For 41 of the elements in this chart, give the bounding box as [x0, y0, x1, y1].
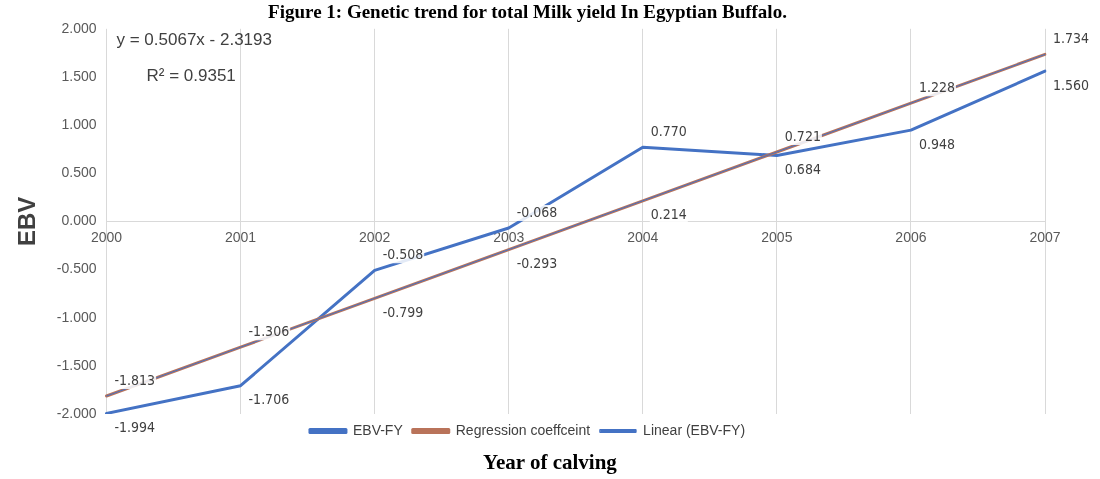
data-label: 1.560 [1053, 76, 1090, 93]
y-tick-label: -1.500 [56, 356, 97, 373]
x-tick-label: 2004 [627, 228, 659, 245]
data-label: 0.684 [784, 161, 821, 178]
data-label: 0.214 [650, 206, 687, 223]
data-label: 0.770 [650, 122, 687, 139]
x-tick-label: 2005 [761, 228, 793, 245]
y-tick-label: 2.000 [61, 19, 97, 36]
data-label: -0.068 [516, 203, 558, 220]
annotation: R² = 0.9351 [146, 66, 236, 86]
x-tick-label: 2001 [224, 228, 257, 245]
data-label: -1.813 [114, 371, 156, 388]
chart-title: Figure 1: Genetic trend for total Milk yield In Egyptian Buffalo. [268, 1, 787, 23]
legend-label: Linear (EBV-FY) [643, 421, 746, 438]
data-label: 1.734 [1053, 30, 1090, 47]
x-tick-label: 2006 [895, 228, 927, 245]
y-tick-label: 1.000 [61, 115, 97, 132]
x-axis-title: Year of calving [482, 450, 618, 475]
y-tick-label: -0.500 [56, 260, 97, 277]
y-axis-title: EBV [13, 196, 41, 247]
y-tick-label: -1.000 [56, 308, 97, 325]
x-tick-label: 2007 [1029, 228, 1061, 245]
data-label: 1.228 [918, 78, 955, 95]
data-label: -1.994 [114, 419, 156, 436]
data-label: -1.706 [248, 391, 290, 408]
x-tick-label: 2000 [90, 228, 123, 245]
data-label: -0.293 [516, 255, 558, 272]
data-label: -0.799 [382, 303, 424, 320]
data-label: -0.508 [382, 245, 424, 262]
annotation: y = 0.5067x - 2.3193 [116, 30, 272, 50]
y-tick-label: 0.000 [61, 212, 97, 229]
x-tick-label: 2002 [359, 228, 391, 245]
legend-label: EBV-FY [352, 421, 404, 438]
x-tick-label: 2003 [493, 228, 525, 245]
legend-label: Regression coeffceint [455, 421, 591, 438]
data-label: 0.721 [784, 127, 821, 144]
data-label: 0.948 [918, 135, 955, 152]
data-label: -1.306 [248, 322, 290, 339]
y-tick-label: -2.000 [56, 404, 97, 421]
y-tick-label: 0.500 [61, 164, 97, 181]
y-tick-label: 1.500 [61, 67, 97, 84]
